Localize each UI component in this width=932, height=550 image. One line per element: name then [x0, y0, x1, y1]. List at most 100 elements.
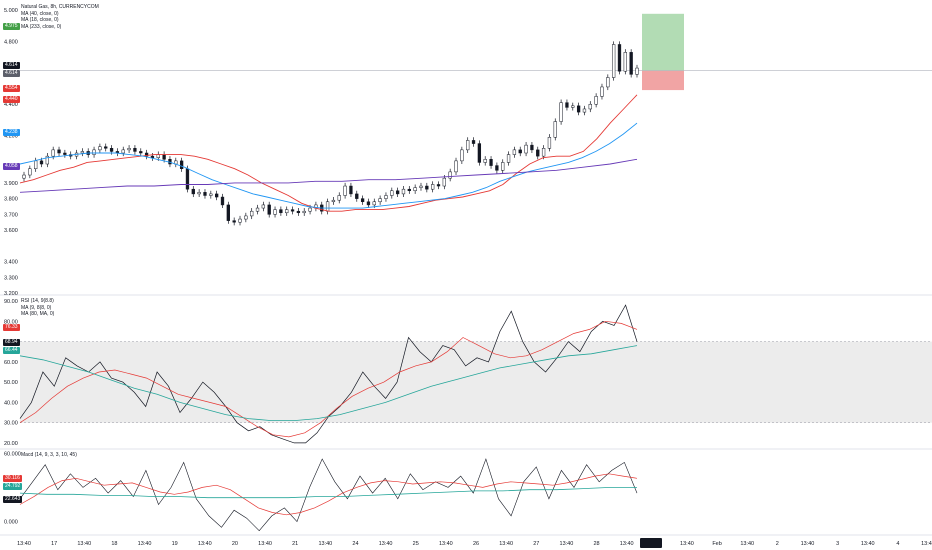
target-zone: [642, 13, 684, 71]
candle-body: [384, 195, 388, 199]
candle-body: [209, 193, 213, 196]
candle-body: [104, 146, 108, 149]
candle-body: [127, 148, 131, 151]
macd-signal-line: [19, 473, 638, 516]
candle-body: [576, 105, 581, 113]
candle-body: [179, 160, 184, 169]
candle-body: [121, 149, 125, 154]
candle-body: [471, 140, 476, 144]
rsi-legend: RSI (14, 9(8.8) MA (9, 8(8, 0) MA (80, M…: [21, 298, 54, 318]
candle-body: [512, 149, 517, 155]
candle-body: [407, 188, 411, 192]
ma18-price-tag: 4.614: [3, 70, 20, 77]
macd-a-tag: 30.116: [3, 475, 22, 482]
time-tick-label: 13:40: [439, 541, 453, 547]
candle-body: [588, 103, 592, 110]
time-tick-label: 26: [473, 541, 479, 547]
candle-body: [34, 160, 38, 169]
candle-body: [156, 154, 160, 158]
candle-body: [28, 168, 32, 176]
rsi-tick-label: 80.00: [4, 319, 18, 325]
candle-body: [460, 149, 464, 162]
candle-body: [635, 67, 639, 75]
time-tick-label: 13:40: [740, 541, 754, 547]
candle-body: [483, 159, 487, 163]
last-price-tag: 4.614: [3, 62, 20, 69]
time-tick-label: Feb: [712, 541, 721, 547]
candle-body: [448, 171, 452, 179]
rsi-tick-label: 60.00: [4, 360, 18, 366]
rsi-ma-line: [19, 320, 638, 438]
price-tick-label: 4.800: [4, 39, 18, 45]
candle-body: [547, 137, 552, 149]
candle-body: [331, 199, 336, 203]
candle-body: [378, 198, 382, 203]
time-tick-label: 13:40: [560, 541, 574, 547]
time-tick-label: 24: [352, 541, 358, 547]
candle-body: [611, 44, 616, 78]
stop-price-tag: 4.554: [3, 85, 20, 92]
candle-body: [92, 149, 96, 155]
rsi-ma-legend: MA (9, 8(8, 0): [21, 304, 52, 311]
candle-body: [436, 184, 441, 187]
time-tick-label: 4: [896, 541, 899, 547]
candle-body: [541, 148, 546, 157]
candle-body: [518, 149, 522, 154]
candle-body: [466, 140, 470, 151]
macd-legend-line: Macd (14, 9, 3, 3, 10, 45): [21, 452, 77, 458]
price-tick-label: 5.000: [4, 8, 18, 14]
candle-body: [232, 220, 236, 223]
time-tick-label: 17: [51, 541, 57, 547]
time-tick-label: 13:40: [801, 541, 815, 547]
candle-body: [273, 209, 277, 215]
candle-body: [296, 210, 301, 214]
main-legend: Natural Gas, 8h, CURRENCYCOM MA (40, clo…: [21, 4, 99, 30]
time-tick-label: 2: [776, 541, 779, 547]
time-tick-label: 13:40: [17, 541, 31, 547]
candle-body: [279, 209, 283, 214]
candle-body: [366, 201, 371, 206]
candle-body: [45, 155, 50, 165]
macd-tick-label: 0.000: [4, 520, 18, 526]
candle-body: [290, 209, 295, 212]
price-tick-label: 3.600: [4, 228, 18, 234]
candle-body: [506, 154, 511, 163]
candle-body: [250, 210, 254, 217]
candle-body: [629, 52, 633, 75]
time-tick-label: 13:40: [77, 541, 91, 547]
time-tick-label: 21: [292, 541, 298, 547]
candle-body: [600, 86, 604, 97]
candle-body: [582, 108, 587, 113]
candle-body: [220, 196, 225, 206]
ma233-legend: MA (233, close, 0): [21, 23, 62, 30]
candle-body: [623, 52, 627, 72]
time-tick-label: 25: [413, 541, 419, 547]
candle-body: [413, 187, 417, 192]
candle-body: [477, 143, 482, 163]
candle-body: [372, 201, 376, 206]
ma40-price-tag: 4.238: [3, 129, 20, 136]
price-tick-label: 3.400: [4, 260, 18, 266]
candle-body: [530, 144, 534, 151]
time-tick-label: 13:40: [318, 541, 332, 547]
ma18-line: [19, 94, 638, 212]
time-tick-label: 18: [111, 541, 117, 547]
candle-body: [442, 177, 446, 187]
time-tick-label: 13:40: [258, 541, 272, 547]
time-tick-label: 13:40: [198, 541, 212, 547]
stop2-price-tag: 4.440: [3, 96, 20, 103]
price-tick-label: 3.800: [4, 197, 18, 203]
candle-body: [162, 154, 166, 160]
time-tick-label: 13:40: [499, 541, 513, 547]
candle-body: [565, 102, 569, 108]
candle-body: [133, 148, 137, 152]
candle-body: [524, 144, 528, 154]
time-tick-label: 19: [172, 541, 178, 547]
candle-body: [308, 207, 312, 212]
time-tick-label: 27: [533, 541, 539, 547]
price-tick-label: 3.900: [4, 181, 18, 187]
time-tick-label: 20: [232, 541, 238, 547]
macd-trend-line: [19, 486, 637, 499]
macd-legend: Macd (14, 9, 3, 3, 10, 45): [21, 452, 77, 459]
rsi-signal-tag: 66.44: [3, 347, 20, 354]
